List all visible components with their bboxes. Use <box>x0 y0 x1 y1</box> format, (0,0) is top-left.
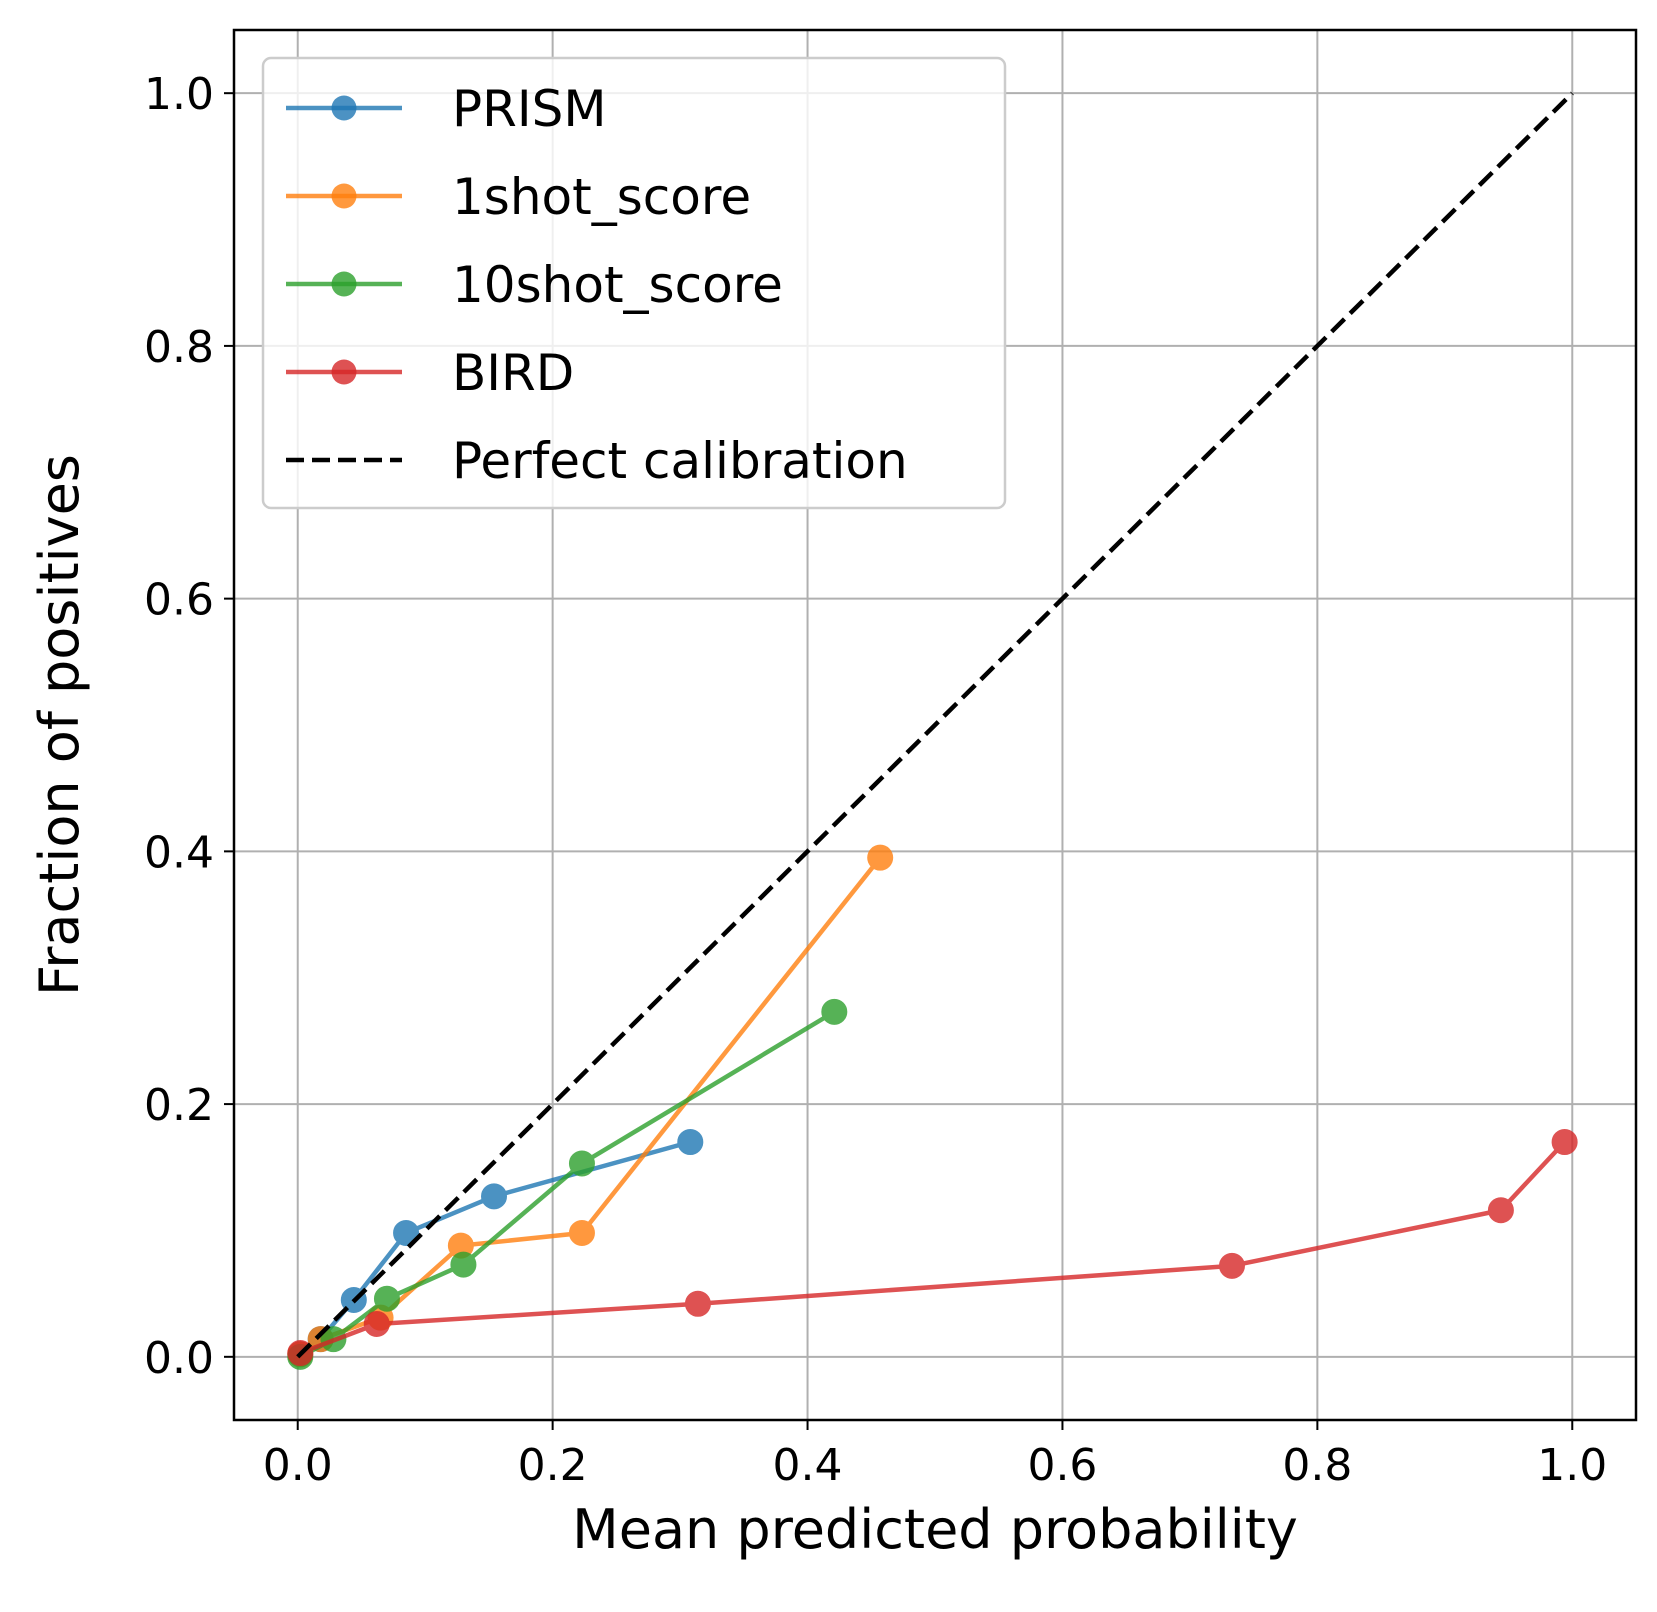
legend-swatch-marker <box>331 183 357 209</box>
legend-box <box>261 56 1007 510</box>
perfect-calibration-line <box>296 91 1574 1359</box>
data-point <box>393 1219 420 1246</box>
y-tick-label: 0.4 <box>144 827 214 878</box>
legend-label: 10shot_score <box>452 256 783 314</box>
legend-swatch-marker <box>331 271 357 297</box>
x-tick-label: 1.0 <box>1537 1440 1607 1491</box>
series-BIRD <box>287 1129 1578 1367</box>
legend-label: PRISM <box>452 80 607 138</box>
data-point <box>568 1150 595 1177</box>
legend-swatch-marker <box>331 359 357 385</box>
x-tick-label: 0.8 <box>1282 1440 1352 1491</box>
y-tick-label: 0.8 <box>144 322 214 373</box>
data-point <box>684 1290 711 1317</box>
plot-frame <box>232 28 1638 1422</box>
legend-label: 1shot_score <box>452 168 751 226</box>
data-point <box>481 1183 508 1210</box>
y-tick-label: 0.6 <box>144 575 214 626</box>
y-tick-label: 0.0 <box>144 1333 214 1384</box>
legend-entry: 1shot_score <box>286 168 751 226</box>
legend-entry: BIRD <box>286 344 574 402</box>
x-axis-label: Mean predicted probability <box>572 1498 1298 1561</box>
legend-entry: Perfect calibration <box>286 432 908 490</box>
data-point <box>821 998 848 1025</box>
data-point <box>677 1129 704 1155</box>
series-line <box>299 1140 1567 1356</box>
legend-entry: 10shot_score <box>286 256 783 314</box>
legend-label: BIRD <box>452 344 574 402</box>
y-tick-label: 1.0 <box>144 69 214 120</box>
data-point <box>568 1219 595 1246</box>
x-tick-label: 0.0 <box>263 1440 333 1491</box>
data-point <box>1218 1252 1245 1279</box>
data-point <box>867 844 894 871</box>
data-point <box>373 1285 400 1312</box>
data-point <box>1551 1129 1578 1155</box>
y-axis-label: Fraction of positives <box>28 454 91 996</box>
x-tick-label: 0.2 <box>518 1440 588 1491</box>
x-tick-label: 0.6 <box>1027 1440 1097 1491</box>
data-point <box>363 1310 390 1337</box>
legend-entry: PRISM <box>286 80 607 138</box>
legend-label: Perfect calibration <box>452 432 908 490</box>
x-tick-label: 0.4 <box>773 1440 843 1491</box>
y-tick-label: 0.2 <box>144 1080 214 1131</box>
data-point <box>1487 1197 1514 1224</box>
data-point <box>450 1251 477 1278</box>
legend-swatch-marker <box>331 95 357 121</box>
series-layer <box>287 91 1578 1370</box>
legend: PRISM 1shot_score 10shot_score BIRD Perfect … <box>261 56 1007 510</box>
axis-ticks: 0.0 0.2 0.4 0.6 0.8 1.0 0.0 0.2 0.4 0.6 0.8 1.0 <box>144 69 1607 1491</box>
